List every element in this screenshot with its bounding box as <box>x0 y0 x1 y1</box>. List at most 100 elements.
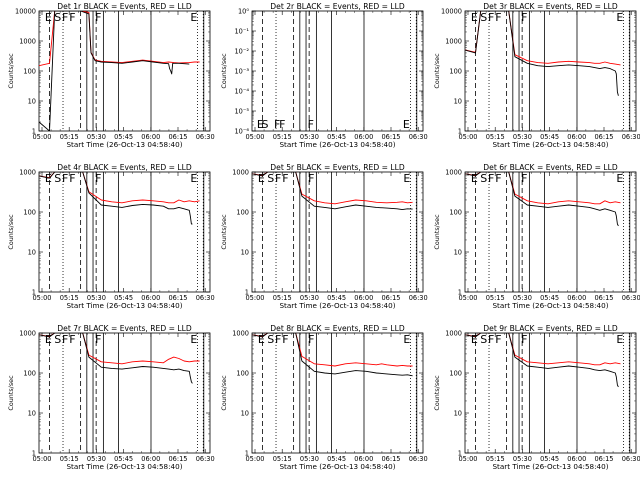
black-events-line <box>465 11 619 96</box>
y-tick-label: 100 <box>449 68 462 76</box>
y-tick-label: 1000 <box>232 330 249 338</box>
series-group <box>39 11 200 131</box>
red-lld-line <box>465 333 621 366</box>
event-marker-label: F <box>495 172 501 185</box>
x-tick-label: 05:15 <box>60 455 79 463</box>
x-tick-label: 06:00 <box>354 133 373 141</box>
y-tick-label: 10⁻³ <box>234 68 249 76</box>
x-tick-label: 05:15 <box>486 133 505 141</box>
event-marker-label: E <box>403 118 410 131</box>
y-tick-label: 10⁻⁴ <box>234 88 249 96</box>
y-tick-label: 10⁻⁵ <box>234 108 249 116</box>
event-marker-label: S <box>480 11 487 24</box>
event-marker-label: E <box>258 333 265 346</box>
y-tick-label: 10 <box>454 410 462 418</box>
x-tick-label: 05:00 <box>458 455 477 463</box>
event-marker-label: E <box>190 11 197 24</box>
black-events-line <box>39 333 193 384</box>
x-tick-label: 05:15 <box>273 455 292 463</box>
event-marker-label: F <box>521 11 527 24</box>
x-tick-label: 05:15 <box>60 133 79 141</box>
event-lines <box>475 172 631 292</box>
event-marker-label: F <box>308 333 314 346</box>
event-marker-label: E <box>190 172 197 185</box>
event-lines <box>262 11 418 131</box>
x-tick-label: 05:15 <box>486 294 505 302</box>
y-tick-label: 1 <box>458 289 462 297</box>
x-tick-label: 05:15 <box>273 294 292 302</box>
x-tick-label: 06:15 <box>381 455 400 463</box>
y-tick-label: 10⁻¹ <box>234 28 249 36</box>
x-tick-label: 05:15 <box>486 455 505 463</box>
event-marker-label: S <box>54 172 61 185</box>
event-lines <box>475 333 631 453</box>
x-tick-label: 06:15 <box>168 294 187 302</box>
x-tick-label: 06:30 <box>409 294 428 302</box>
y-tick-label: 1 <box>32 128 36 136</box>
y-tick-label: 1000 <box>19 169 36 177</box>
event-marker-label: E <box>471 172 478 185</box>
event-marker-label: S <box>54 11 61 24</box>
event-marker-label: F <box>62 333 68 346</box>
panel-4: Det 4r BLACK = Events, RED = LLD Start Ti… <box>7 163 215 310</box>
panel-3: Det 3r BLACK = Events, RED = LLD Start Ti… <box>433 2 640 149</box>
x-tick-label: 05:00 <box>458 133 477 141</box>
x-tick-label: 06:15 <box>594 455 613 463</box>
event-marker-label: E <box>190 333 197 346</box>
event-marker-label: F <box>95 172 101 185</box>
x-tick-label: 05:30 <box>87 455 106 463</box>
x-tick-label: 05:00 <box>245 294 264 302</box>
red-lld-line <box>465 11 621 66</box>
chart-title: Det 6r BLACK = Events, RED = LLD <box>483 163 618 172</box>
x-tick-label: 05:30 <box>87 133 106 141</box>
x-tick-label: 06:30 <box>196 455 215 463</box>
y-tick-label: 10 <box>454 98 462 106</box>
chart-title: Det 3r BLACK = Events, RED = LLD <box>483 2 618 11</box>
x-tick-label: 05:15 <box>60 294 79 302</box>
x-axis-label: Start Time (26-Oct-13 04:58:40) <box>67 140 183 149</box>
y-tick-label: 10 <box>241 410 249 418</box>
y-tick-label: 10⁻⁶ <box>234 128 249 136</box>
y-tick-label: 1 <box>245 289 249 297</box>
plot-frame <box>38 171 211 293</box>
x-tick-label: 06:00 <box>567 294 586 302</box>
event-marker-label: S <box>480 172 487 185</box>
panel-8: Det 8r BLACK = Events, RED = LLD Start Ti… <box>220 324 428 471</box>
x-tick-label: 06:00 <box>141 455 160 463</box>
y-tick-label: 10⁻² <box>234 48 249 56</box>
panel-7: Det 7r BLACK = Events, RED = LLD Start Ti… <box>7 324 215 471</box>
series-group <box>465 172 621 227</box>
x-tick-label: 06:00 <box>567 133 586 141</box>
y-axis-label: Counts/sec <box>7 214 15 250</box>
red-lld-line <box>39 172 200 204</box>
y-axis-label: Counts/sec <box>7 53 15 89</box>
event-marker-label: F <box>95 11 101 24</box>
x-tick-label: 05:45 <box>114 294 133 302</box>
x-axis-label: Start Time (26-Oct-13 04:58:40) <box>280 462 396 471</box>
event-marker-label: F <box>69 333 75 346</box>
event-marker-label: E <box>616 333 623 346</box>
event-marker-label: F <box>69 11 75 24</box>
y-tick-label: 1000 <box>19 38 36 46</box>
event-marker-label: E <box>403 333 410 346</box>
plot-frame <box>464 332 637 454</box>
y-tick-label: 100 <box>23 209 36 217</box>
event-marker-label: F <box>488 11 494 24</box>
y-tick-label: 100 <box>449 370 462 378</box>
event-marker-label: F <box>521 172 527 185</box>
plot-frame <box>251 171 424 293</box>
x-tick-label: 06:30 <box>622 455 640 463</box>
red-lld-line <box>252 172 413 205</box>
chart-title: Det 5r BLACK = Events, RED = LLD <box>270 163 405 172</box>
x-tick-label: 06:00 <box>354 455 373 463</box>
y-tick-label: 10 <box>454 249 462 257</box>
x-tick-label: 05:30 <box>513 455 532 463</box>
event-marker-label: E <box>45 172 52 185</box>
y-tick-label: 10000 <box>15 8 36 16</box>
black-events-line <box>465 172 619 227</box>
y-axis-label: Counts/sec <box>220 53 228 89</box>
event-marker-label: S <box>267 333 274 346</box>
x-tick-label: 06:00 <box>141 294 160 302</box>
series-group <box>39 333 200 384</box>
event-marker-label: S <box>480 333 487 346</box>
